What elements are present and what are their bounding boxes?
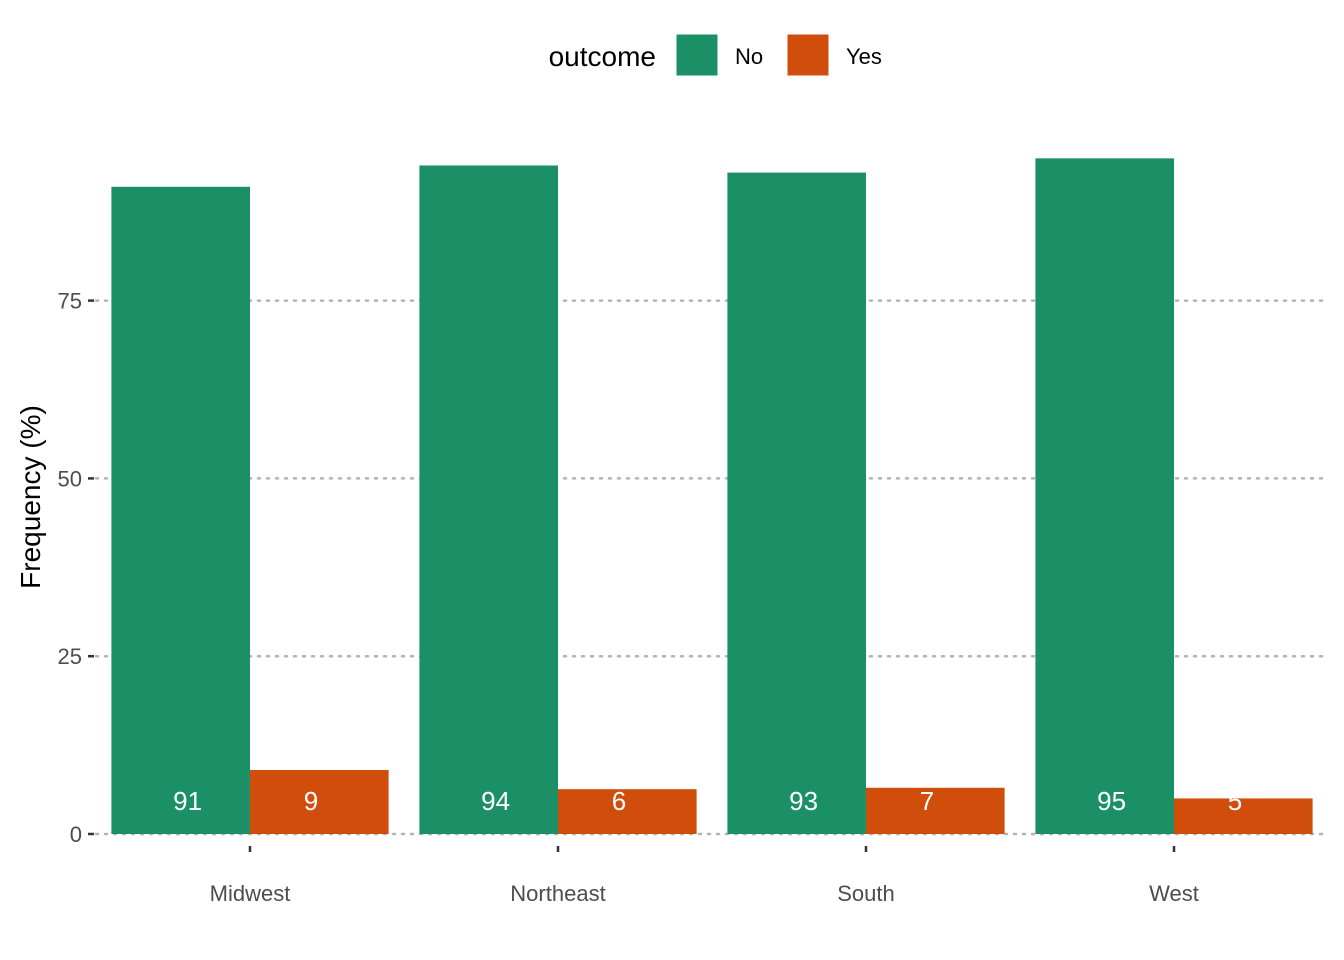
bar-yes-northeast — [558, 789, 697, 834]
data-label: 5 — [1228, 786, 1242, 816]
y-tick-label: 25 — [58, 644, 82, 669]
data-label: 91 — [173, 786, 202, 816]
bars — [111, 158, 1313, 835]
bar-no-south — [727, 172, 866, 835]
y-axis: 0 25 50 75 — [58, 289, 94, 847]
bar-yes-midwest — [250, 769, 389, 834]
legend: outcome No Yes — [549, 33, 882, 77]
y-axis-title: Frequency (%) — [15, 405, 46, 589]
bar-no-midwest — [111, 186, 251, 835]
data-label: 9 — [304, 786, 318, 816]
y-tick-label: 0 — [70, 822, 82, 847]
data-label: 94 — [481, 786, 510, 816]
legend-key-no — [675, 33, 719, 77]
legend-title: outcome — [549, 41, 656, 72]
y-tick-label: 50 — [58, 466, 82, 491]
legend-label-no: No — [735, 44, 763, 69]
data-labels: 91 9 94 6 93 7 95 5 — [173, 786, 1242, 816]
data-label: 95 — [1097, 786, 1126, 816]
bar-no-northeast — [419, 165, 558, 835]
data-label: 93 — [789, 786, 818, 816]
legend-label-yes: Yes — [846, 44, 882, 69]
data-label: 7 — [920, 786, 934, 816]
x-tick-label: Midwest — [210, 881, 291, 906]
legend-key-yes — [786, 33, 830, 77]
x-tick-label: South — [837, 881, 895, 906]
data-label: 6 — [612, 786, 626, 816]
x-tick-label: Northeast — [510, 881, 605, 906]
x-axis: Midwest Northeast South West — [210, 846, 1199, 906]
x-tick-label: West — [1149, 881, 1199, 906]
bar-yes-west — [1174, 798, 1313, 834]
bar-yes-south — [866, 787, 1005, 834]
bar-no-west — [1035, 158, 1174, 835]
y-tick-label: 75 — [58, 289, 82, 314]
